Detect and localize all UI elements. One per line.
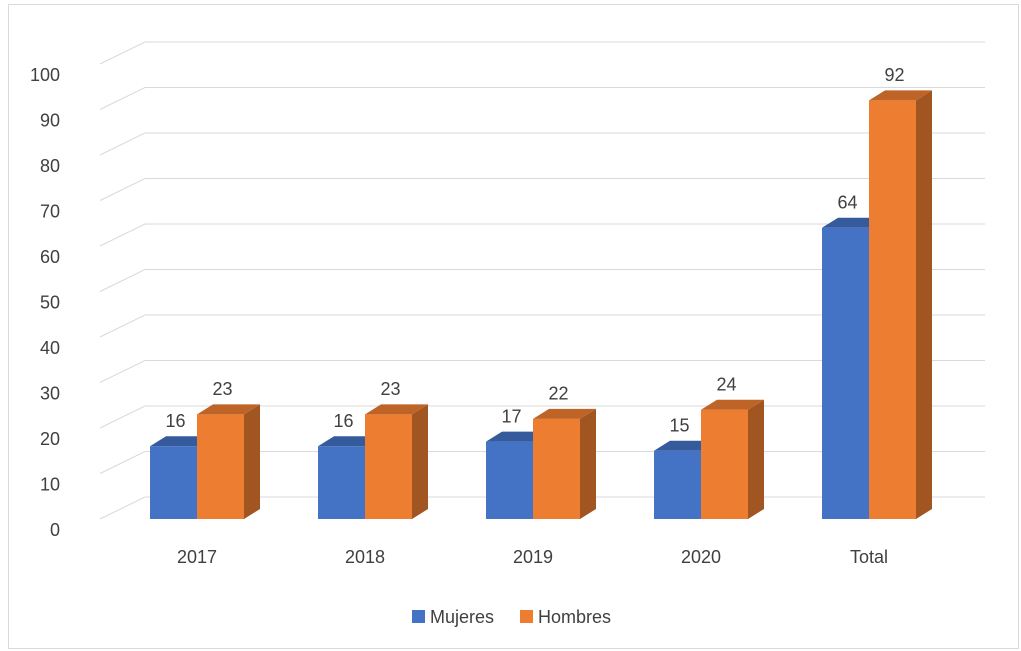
- y-tick-label: 40: [40, 338, 60, 358]
- y-tick-label: 100: [30, 65, 60, 85]
- bar-side: [244, 404, 260, 519]
- y-tick-label: 70: [40, 201, 60, 221]
- bar-top: [365, 404, 428, 415]
- bar-top: [869, 90, 932, 101]
- bar-front: [701, 409, 748, 519]
- y-tick-label: 30: [40, 383, 60, 403]
- legend-label: Mujeres: [430, 607, 494, 627]
- bar-front: [365, 414, 412, 519]
- data-label: 23: [380, 379, 400, 399]
- bar-front: [150, 446, 197, 519]
- y-tick-label: 10: [40, 474, 60, 494]
- data-label: 23: [212, 379, 232, 399]
- data-label: 15: [669, 416, 689, 436]
- bar: [533, 408, 596, 519]
- legend-label: Hombres: [538, 607, 611, 627]
- bar-front: [318, 446, 365, 519]
- grid-line: [99, 405, 985, 429]
- grid-line: [99, 314, 985, 338]
- bar-top: [197, 404, 260, 415]
- x-tick-label: Total: [850, 547, 888, 567]
- y-tick-label: 90: [40, 110, 60, 130]
- bar-front: [486, 441, 533, 519]
- bar-side: [916, 90, 932, 520]
- grid-line: [99, 178, 985, 201]
- bar: [701, 399, 764, 519]
- data-label: 17: [501, 406, 521, 426]
- grid-line: [99, 269, 985, 292]
- bar-side: [580, 408, 596, 519]
- bar-front: [869, 100, 916, 520]
- data-label: 16: [333, 411, 353, 431]
- x-tick-label: 2017: [177, 547, 217, 567]
- grid-line: [99, 87, 985, 110]
- grid-line: [99, 132, 985, 156]
- bar: [869, 90, 932, 520]
- legend-swatch: [520, 610, 533, 623]
- bar: [365, 404, 428, 519]
- y-tick-label: 20: [40, 429, 60, 449]
- y-tick-label: 80: [40, 156, 60, 176]
- bar-front: [533, 418, 580, 519]
- bar-front: [197, 414, 244, 519]
- bar-side: [412, 404, 428, 519]
- x-tick-label: 2020: [681, 547, 721, 567]
- grid-line: [99, 223, 985, 247]
- data-label: 24: [716, 375, 736, 395]
- data-label: 64: [837, 193, 857, 213]
- x-tick-label: 2018: [345, 547, 385, 567]
- bar-side: [748, 399, 764, 519]
- bar-top: [533, 408, 596, 419]
- legend-swatch: [412, 610, 425, 623]
- x-tick-label: 2019: [513, 547, 553, 567]
- data-label: 16: [165, 411, 185, 431]
- bar: [197, 404, 260, 519]
- bar-front: [654, 450, 701, 519]
- y-tick-label: 50: [40, 292, 60, 312]
- y-tick-label: 0: [50, 520, 60, 540]
- data-label: 22: [548, 384, 568, 404]
- grid-line: [99, 41, 985, 65]
- data-label: 92: [884, 65, 904, 85]
- bar-front: [822, 227, 869, 520]
- grid-line: [99, 360, 985, 383]
- bar-top: [701, 399, 764, 410]
- y-tick-label: 60: [40, 247, 60, 267]
